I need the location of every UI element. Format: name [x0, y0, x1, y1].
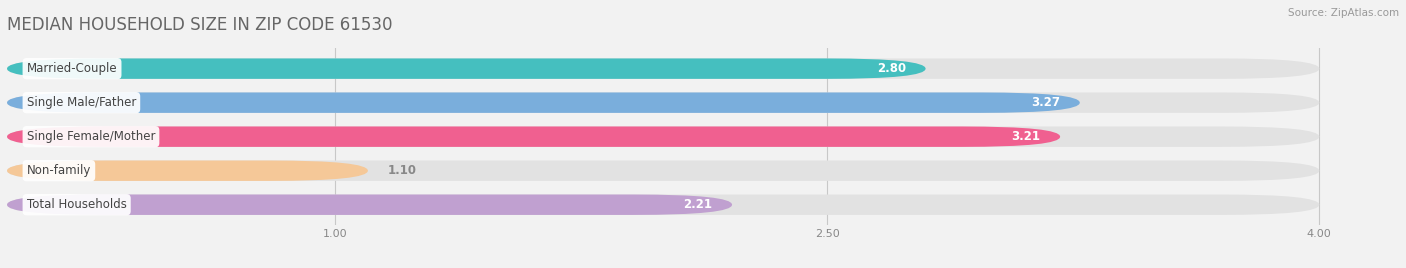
FancyBboxPatch shape: [7, 92, 1319, 113]
Text: 1.10: 1.10: [388, 164, 416, 177]
FancyBboxPatch shape: [7, 161, 1319, 181]
Text: 2.80: 2.80: [877, 62, 905, 75]
FancyBboxPatch shape: [7, 58, 1319, 79]
FancyBboxPatch shape: [7, 58, 925, 79]
Text: Non-family: Non-family: [27, 164, 91, 177]
Text: MEDIAN HOUSEHOLD SIZE IN ZIP CODE 61530: MEDIAN HOUSEHOLD SIZE IN ZIP CODE 61530: [7, 16, 392, 34]
Text: 2.21: 2.21: [683, 198, 713, 211]
FancyBboxPatch shape: [7, 195, 1319, 215]
Text: Married-Couple: Married-Couple: [27, 62, 117, 75]
FancyBboxPatch shape: [7, 126, 1319, 147]
Text: 3.21: 3.21: [1011, 130, 1040, 143]
FancyBboxPatch shape: [7, 161, 368, 181]
Text: Single Female/Mother: Single Female/Mother: [27, 130, 155, 143]
Text: Total Households: Total Households: [27, 198, 127, 211]
FancyBboxPatch shape: [7, 126, 1060, 147]
Text: Source: ZipAtlas.com: Source: ZipAtlas.com: [1288, 8, 1399, 18]
Text: Single Male/Father: Single Male/Father: [27, 96, 136, 109]
Text: 3.27: 3.27: [1031, 96, 1060, 109]
FancyBboxPatch shape: [7, 195, 733, 215]
FancyBboxPatch shape: [7, 92, 1080, 113]
